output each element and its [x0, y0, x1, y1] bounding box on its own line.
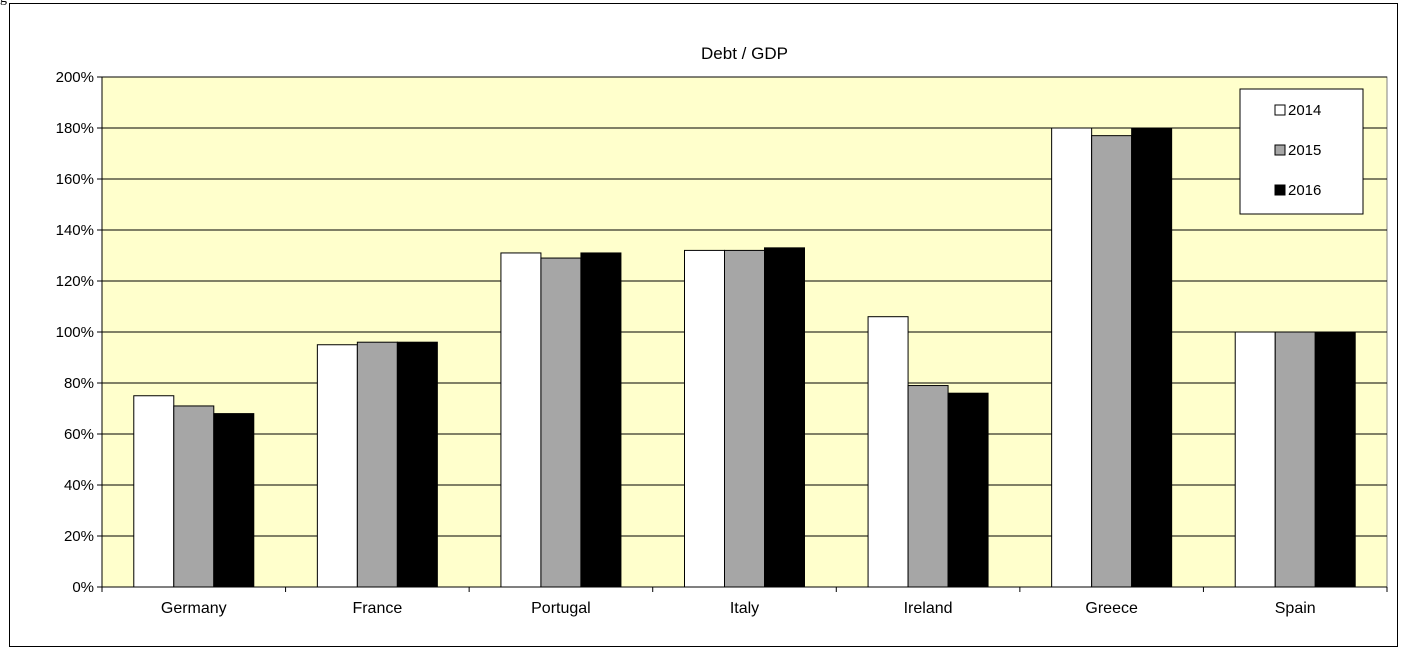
bar-italy-2015	[724, 249, 765, 588]
y-tick-label: 160%	[56, 171, 94, 188]
bar-france-2016	[396, 341, 438, 588]
bar-france-2014	[316, 344, 358, 588]
y-tick-label: 100%	[56, 324, 94, 341]
y-tick-label: 180%	[56, 120, 94, 137]
bar-germany-2014	[133, 395, 175, 588]
bar-greece-2016	[1131, 127, 1173, 588]
y-tick-label: 80%	[64, 375, 94, 392]
x-tick-label: Germany	[161, 600, 227, 617]
bar-germany-2015	[173, 405, 215, 588]
bar-portugal-2014	[500, 252, 542, 588]
x-tick-label: Ireland	[904, 600, 953, 617]
bar-germany-2016	[213, 413, 255, 588]
bar-ireland-2016	[947, 392, 989, 588]
bar-spain-2016	[1314, 331, 1356, 588]
y-tick-label: 40%	[64, 477, 94, 494]
legend-label: 2015	[1288, 142, 1321, 159]
chart-title: Debt / GDP	[701, 44, 788, 63]
y-tick-label: 60%	[64, 426, 94, 443]
bar-greece-2014	[1051, 127, 1093, 588]
legend-swatch-2016	[1274, 184, 1286, 196]
bar-greece-2015	[1091, 135, 1133, 588]
x-tick-label: France	[352, 600, 402, 617]
legend-swatch-2015	[1274, 144, 1286, 156]
x-tick-label: Greece	[1085, 600, 1138, 617]
bar-portugal-2015	[540, 257, 582, 588]
legend-label: 2014	[1288, 102, 1321, 119]
bar-spain-2015	[1274, 331, 1316, 588]
bar-italy-2016	[764, 247, 805, 588]
bar-italy-2014	[684, 249, 725, 588]
x-tick-label: Spain	[1275, 600, 1316, 617]
y-tick-label: 120%	[56, 273, 94, 290]
bar-ireland-2015	[907, 385, 949, 588]
legend-swatch-2014	[1274, 104, 1286, 116]
y-tick-label: 140%	[56, 222, 94, 239]
bar-spain-2014	[1234, 331, 1276, 588]
legend-box	[1239, 88, 1364, 215]
y-tick-label: 20%	[64, 528, 94, 545]
x-tick-label: Italy	[730, 600, 759, 617]
y-tick-label: 0%	[72, 579, 94, 596]
bar-ireland-2014	[867, 316, 909, 588]
x-tick-label: Portugal	[531, 600, 591, 617]
bar-france-2015	[356, 341, 398, 588]
chart-frame: Debt / GDP 0% 20% 40% 60% 80% 100% 120% 140% 160%…	[9, 3, 1398, 647]
debt-gdp-chart: Debt / GDP 0% 20% 40% 60% 80% 100% 120% 140% 160%…	[56, 44, 1388, 617]
y-tick-label: 200%	[56, 69, 94, 86]
legend-label: 2016	[1288, 182, 1321, 199]
bar-portugal-2016	[580, 252, 622, 588]
top-text-fragment: g	[0, 0, 7, 7]
